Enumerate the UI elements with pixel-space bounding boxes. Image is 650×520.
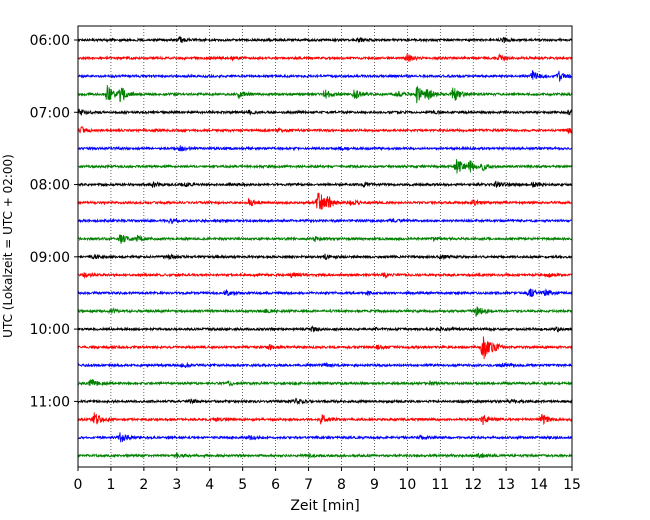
seismogram-trace xyxy=(77,159,573,174)
seismogram-trace xyxy=(77,432,573,443)
x-axis-label: Zeit [min] xyxy=(290,498,359,514)
seismogram-trace xyxy=(77,271,573,280)
seismogram-trace xyxy=(77,84,573,104)
y-tick-label: 10:00 xyxy=(30,322,70,338)
seismogram-trace xyxy=(77,336,573,360)
y-tick-label: 08:00 xyxy=(30,178,70,194)
plot-frame xyxy=(77,25,573,468)
seismogram-trace xyxy=(77,288,573,298)
seismogram-trace xyxy=(77,412,573,426)
seismogram-trace xyxy=(77,234,573,244)
seismogram-trace xyxy=(77,145,573,152)
seismogram-trace xyxy=(77,192,573,210)
x-tick-label: 5 xyxy=(238,477,247,493)
x-tick-label: 13 xyxy=(497,477,515,493)
y-tick-label: 06:00 xyxy=(30,33,70,49)
x-tick-label: 2 xyxy=(139,477,148,493)
seismogram-trace xyxy=(77,378,573,387)
seismogram-trace xyxy=(77,108,573,116)
x-tick-label: 6 xyxy=(271,477,280,493)
x-tick-label: 12 xyxy=(464,477,482,493)
x-tick-label: 11 xyxy=(431,477,449,493)
x-tick-label: 4 xyxy=(205,477,214,493)
seismogram-trace xyxy=(77,253,573,261)
seismogram-trace xyxy=(77,451,573,460)
x-tick-label: 9 xyxy=(370,477,379,493)
y-axis-label: UTC (Lokalzeit = UTC + 02:00) xyxy=(1,154,15,338)
y-tick-label: 11:00 xyxy=(30,394,70,410)
seismogram-trace xyxy=(77,397,573,406)
x-tick-label: 14 xyxy=(530,477,548,493)
seismogram-trace xyxy=(77,361,573,369)
seismogram-trace xyxy=(77,306,573,317)
seismogram-trace xyxy=(77,53,573,62)
seismogram-trace xyxy=(77,35,573,44)
trace-layer xyxy=(77,35,573,460)
seismogram-trace xyxy=(77,70,573,83)
x-tick-label: 3 xyxy=(172,477,181,493)
y-tick-label: 09:00 xyxy=(30,250,70,266)
y-axis-ticks: 06:00 07:00 08:00 09:00 10:00 11:00 xyxy=(30,33,78,410)
seismogram-trace xyxy=(77,325,573,333)
y-tick-label: 07:00 xyxy=(30,105,70,121)
seismogram-trace xyxy=(77,126,573,135)
x-tick-label: 8 xyxy=(337,477,346,493)
seismogram-trace xyxy=(77,217,573,225)
x-tick-label: 15 xyxy=(563,477,581,493)
x-tick-label: 0 xyxy=(74,477,83,493)
seismogram-trace xyxy=(77,180,573,188)
x-axis-ticks: 0 1 2 3 4 5 6 7 8 9 10 11 12 13 14 15 xyxy=(74,467,581,493)
x-tick-label: 1 xyxy=(106,477,115,493)
x-tick-label: 7 xyxy=(304,477,313,493)
x-tick-label: 10 xyxy=(398,477,416,493)
